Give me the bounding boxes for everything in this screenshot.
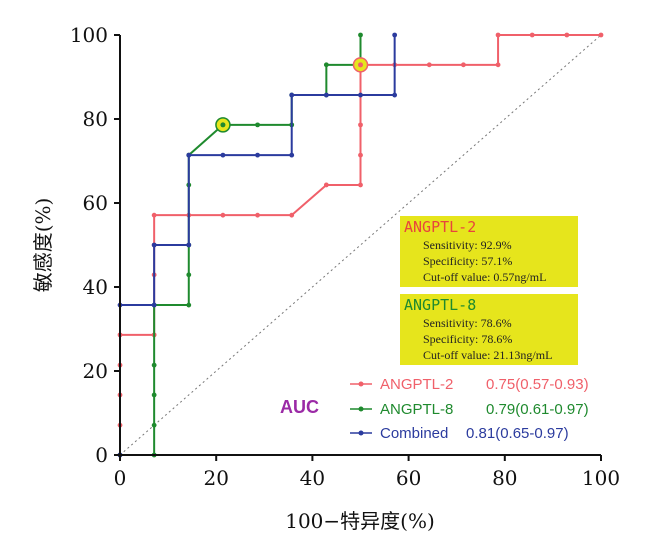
cutoff-dot-angptl8 — [220, 122, 226, 128]
legend: AUC ANGPTL-2 0.75(0.57-0.93) ANGPTL-8 0.… — [280, 376, 589, 442]
annotation-specificity-angptl8: Specificity: 78.6% — [423, 332, 512, 346]
data-point-combined — [220, 152, 226, 158]
x-axis-title: 100−特异度(%) — [285, 509, 435, 533]
data-point-combined — [255, 152, 260, 158]
data-point-combined — [289, 152, 295, 158]
annotation-sensitivity-angptl2: Sensitivity: 92.9% — [423, 238, 512, 252]
legend-auc-angptl8: 0.79(0.61-0.97) — [486, 401, 589, 418]
legend-label-combined: Combined — [380, 425, 448, 442]
data-point-angptl8 — [255, 122, 260, 128]
series-angptl2 — [117, 32, 604, 458]
data-point-combined — [323, 92, 329, 98]
data-point-angptl2 — [151, 212, 157, 218]
series-combined — [117, 32, 398, 458]
data-point-angptl2 — [461, 62, 466, 68]
y-tick-label: 100 — [70, 23, 108, 47]
annotation-specificity-angptl2: Specificity: 57.1% — [423, 254, 512, 268]
legend-entry-angptl2: ANGPTL-2 0.75(0.57-0.93) — [350, 376, 589, 393]
x-tick-label: 0 — [114, 466, 127, 490]
legend-entry-angptl8: ANGPTL-8 0.79(0.61-0.97) — [350, 401, 589, 418]
reference-diagonal — [119, 34, 602, 456]
y-tick-label: 20 — [83, 359, 108, 383]
legend-auc-heading: AUC — [280, 397, 319, 417]
annotation-title-angptl2: ANGPTL-2 — [404, 218, 476, 236]
data-point-angptl2 — [495, 62, 501, 68]
data-point-angptl8 — [186, 302, 192, 308]
y-tick-label: 40 — [83, 275, 108, 299]
data-point-combined — [392, 32, 398, 38]
data-point-angptl8 — [186, 272, 192, 278]
legend-label-angptl2: ANGPTL-2 — [380, 376, 453, 393]
data-point-angptl2 — [358, 182, 363, 188]
data-point-combined — [151, 242, 157, 248]
cutoff-dot-angptl2 — [358, 62, 363, 68]
data-point-angptl8 — [151, 392, 157, 398]
y-tick-label: 60 — [83, 191, 108, 215]
data-point-angptl8 — [358, 32, 363, 38]
y-tick-label: 80 — [83, 107, 108, 131]
legend-marker-combined — [358, 430, 364, 436]
series-line-combined — [119, 35, 396, 455]
data-point-combined — [289, 92, 295, 98]
legend-marker-angptl8 — [358, 406, 364, 412]
x-tick-label: 40 — [300, 466, 325, 490]
annotation-sensitivity-angptl8: Sensitivity: 78.6% — [423, 316, 512, 330]
data-point-combined — [358, 92, 363, 98]
data-point-angptl8 — [323, 62, 329, 68]
y-axis-title: 敏感度(%) — [31, 198, 55, 293]
data-point-angptl2 — [529, 32, 535, 38]
data-point-combined — [186, 152, 192, 158]
data-point-angptl2 — [220, 212, 226, 218]
y-tick-label: 0 — [95, 443, 108, 467]
x-tick-label: 100 — [582, 466, 620, 490]
data-point-angptl2 — [564, 32, 570, 38]
annotation-cutoff-angptl8: Cut-off value: 21.13ng/mL — [423, 348, 552, 362]
data-point-angptl2 — [358, 152, 363, 158]
annotation-title-angptl8: ANGPTL-8 — [404, 296, 476, 314]
cutoff-marker-angptl8 — [215, 117, 231, 133]
x-tick-label: 20 — [203, 466, 228, 490]
x-tick-label: 60 — [396, 466, 421, 490]
data-point-angptl2 — [255, 212, 260, 218]
legend-auc-combined: 0.81(0.65-0.97) — [466, 425, 569, 442]
annotation-cutoff-angptl2: Cut-off value: 0.57ng/mL — [423, 270, 546, 284]
legend-marker-angptl2 — [358, 381, 364, 387]
data-point-angptl2 — [495, 32, 501, 38]
data-point-angptl2 — [598, 32, 604, 38]
cutoff-marker-angptl2 — [352, 57, 369, 73]
data-point-combined — [186, 242, 192, 248]
legend-entry-combined: Combined 0.81(0.65-0.97) — [350, 425, 569, 442]
data-point-angptl8 — [151, 362, 157, 368]
data-point-angptl2 — [426, 62, 432, 68]
data-point-combined — [151, 302, 157, 308]
annotation-box-angptl2: ANGPTL-2 Sensitivity: 92.9% Specificity:… — [400, 216, 578, 287]
legend-label-angptl8: ANGPTL-8 — [380, 401, 453, 418]
data-point-angptl2 — [289, 212, 295, 218]
x-tick-label: 80 — [492, 466, 517, 490]
data-point-angptl8 — [151, 422, 157, 428]
data-point-angptl2 — [323, 182, 329, 188]
legend-auc-angptl2: 0.75(0.57-0.93) — [486, 376, 589, 393]
annotation-box-angptl8: ANGPTL-8 Sensitivity: 78.6% Specificity:… — [400, 294, 578, 365]
data-point-angptl2 — [358, 122, 363, 128]
data-point-combined — [392, 92, 398, 98]
